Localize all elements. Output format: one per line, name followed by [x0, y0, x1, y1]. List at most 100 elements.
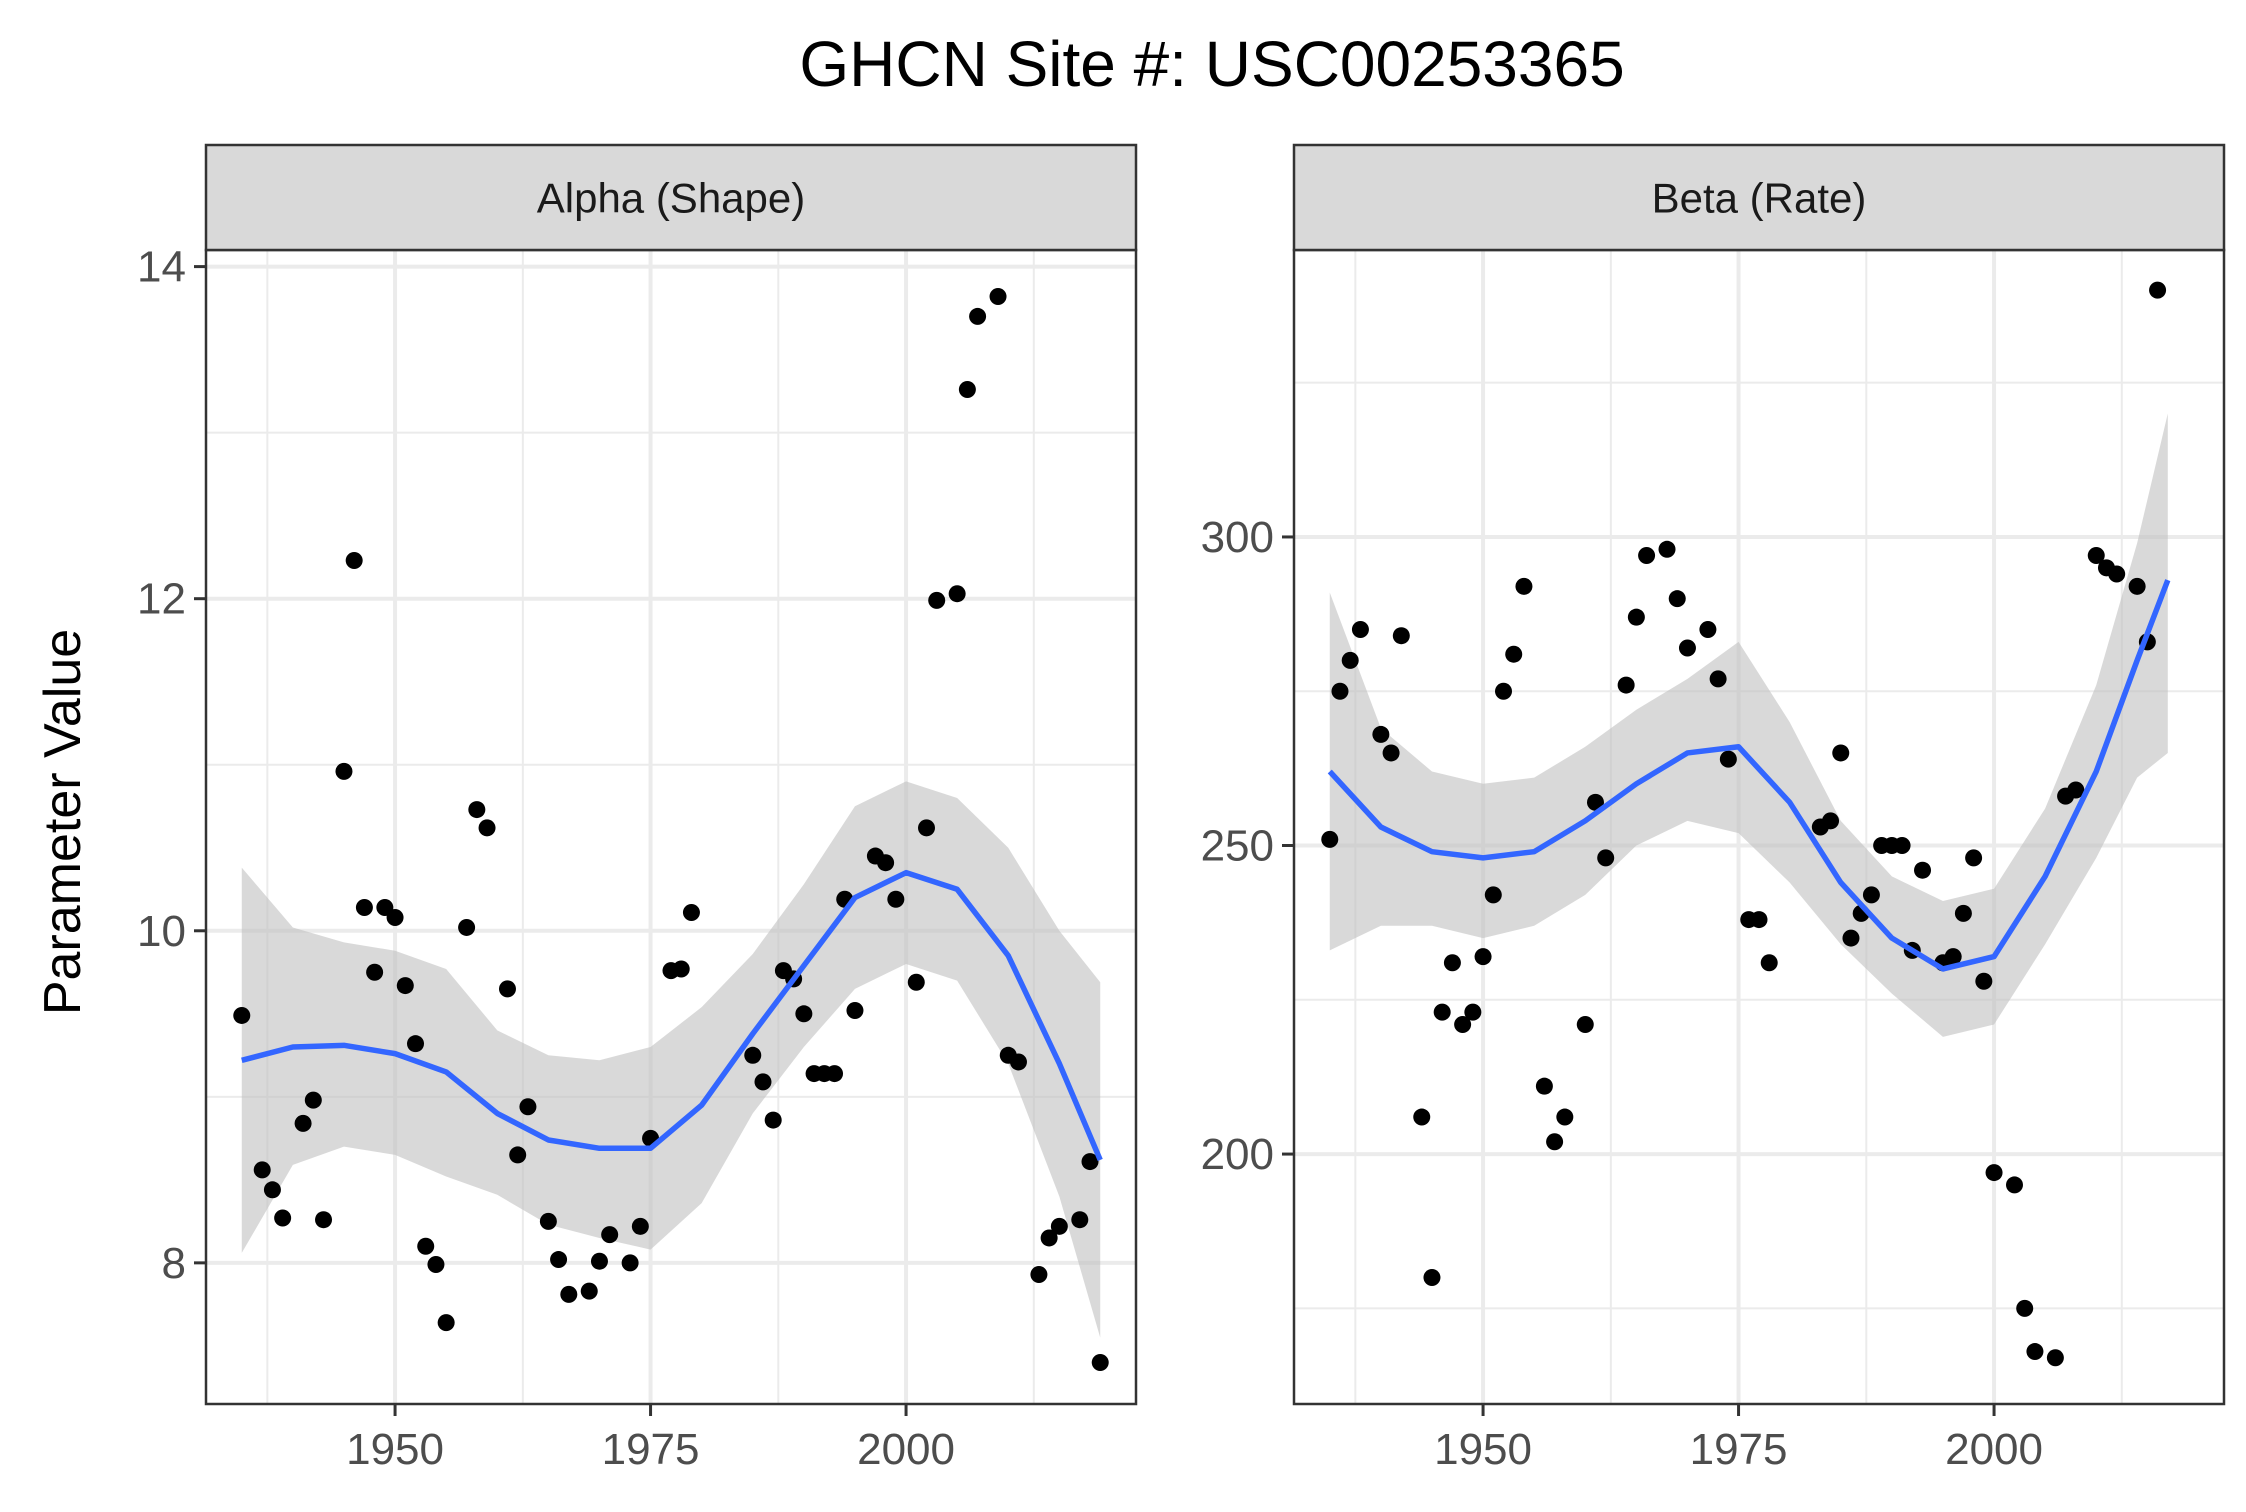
data-point	[539, 1212, 557, 1230]
data-point	[274, 1209, 292, 1227]
data-point	[519, 1098, 537, 1116]
data-point	[764, 1111, 782, 1129]
data-point	[2046, 1349, 2064, 1367]
data-point	[550, 1251, 568, 1269]
data-point	[672, 960, 690, 978]
facet-strip	[1292, 143, 2226, 252]
data-point	[1341, 651, 1359, 669]
data-point	[263, 1181, 281, 1199]
data-point	[1009, 1053, 1027, 1071]
data-point	[1071, 1211, 1089, 1229]
data-point	[458, 918, 476, 936]
data-point	[478, 819, 496, 837]
data-point	[1586, 793, 1604, 811]
data-point	[958, 380, 976, 398]
data-point	[1050, 1217, 1068, 1235]
data-point	[407, 1035, 425, 1053]
facet-strip-label: Alpha (Shape)	[537, 175, 806, 222]
data-point	[1372, 725, 1390, 743]
data-point	[1638, 546, 1656, 564]
data-point	[1678, 639, 1696, 657]
data-point	[1495, 682, 1513, 700]
data-point	[1597, 849, 1615, 867]
data-point	[437, 1314, 455, 1332]
data-point	[253, 1161, 271, 1179]
data-point	[1862, 886, 1880, 904]
y-tick-label: 300	[1201, 513, 1274, 562]
data-point	[427, 1256, 445, 1274]
x-tick-label: 2000	[1945, 1425, 2043, 1474]
data-point	[498, 980, 516, 998]
x-tick-label: 1975	[602, 1425, 700, 1474]
data-point	[1505, 645, 1523, 663]
data-point	[1750, 911, 1768, 929]
data-point	[509, 1146, 527, 1164]
data-point	[795, 1005, 813, 1023]
data-point	[1668, 590, 1686, 608]
data-point	[1474, 948, 1492, 966]
y-tick-label: 250	[1201, 822, 1274, 871]
data-point	[2005, 1176, 2023, 1194]
data-point	[907, 973, 925, 991]
data-point	[1975, 972, 1993, 990]
data-point	[1331, 682, 1349, 700]
data-point	[1893, 837, 1911, 855]
data-point	[1914, 861, 1932, 879]
chart-title: GHCN Site #: USC00253365	[799, 28, 1624, 100]
data-point	[2087, 546, 2105, 564]
data-point	[1081, 1153, 1099, 1171]
data-point	[887, 890, 905, 908]
data-point	[2108, 565, 2126, 583]
data-point	[877, 854, 895, 872]
data-point	[2016, 1299, 2034, 1317]
data-point	[355, 899, 373, 917]
y-tick-label: 8	[162, 1239, 186, 1288]
data-point	[2067, 781, 2085, 799]
data-point	[928, 591, 946, 609]
data-point	[1576, 1015, 1594, 1033]
data-point	[1433, 1003, 1451, 1021]
data-point	[682, 904, 700, 922]
data-point	[1443, 954, 1461, 972]
data-point	[345, 552, 363, 570]
data-point	[948, 585, 966, 603]
smooth-line	[1327, 579, 2171, 972]
data-point	[366, 963, 384, 981]
data-point	[1954, 904, 1972, 922]
data-point	[917, 819, 935, 837]
data-point	[468, 801, 486, 819]
panel-beta: Beta (Rate) 1950 1975 2000 200 250 300	[1201, 143, 2226, 1474]
data-point	[826, 1065, 844, 1083]
data-point	[590, 1252, 608, 1270]
data-point	[1351, 621, 1369, 639]
data-point	[1617, 676, 1635, 694]
data-point	[1556, 1108, 1574, 1126]
data-point	[1382, 744, 1400, 762]
data-point	[1484, 886, 1502, 904]
data-point	[386, 908, 404, 926]
data-point	[1040, 1229, 1058, 1247]
y-axis-label: Parameter Value	[34, 629, 92, 1015]
facet-strip-label: Beta (Rate)	[1652, 175, 1867, 222]
data-point	[1454, 1015, 1472, 1033]
data-point	[1719, 750, 1737, 768]
data-point	[580, 1282, 598, 1300]
y-tick-label: 12	[137, 575, 186, 624]
data-point	[335, 762, 353, 780]
y-tick-label: 10	[137, 907, 186, 956]
data-point	[1832, 744, 1850, 762]
data-point	[417, 1237, 435, 1255]
data-point	[1392, 627, 1410, 645]
facet-strip	[204, 143, 1138, 252]
data-point	[1423, 1268, 1441, 1286]
data-point	[1658, 540, 1676, 558]
data-point	[1535, 1077, 1553, 1095]
x-tick-label: 2000	[857, 1425, 955, 1474]
data-point	[233, 1006, 251, 1024]
data-point	[1627, 608, 1645, 626]
data-point	[315, 1211, 333, 1229]
data-point	[969, 307, 987, 325]
data-point	[1546, 1133, 1564, 1151]
data-point	[304, 1091, 322, 1109]
